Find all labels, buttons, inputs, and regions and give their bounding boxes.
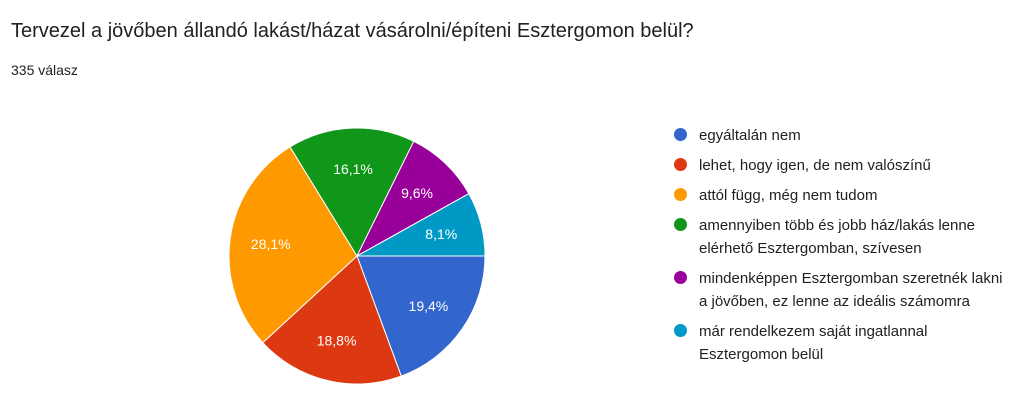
legend-swatch-icon [674,218,687,231]
question-title: Tervezel a jövőben állandó lakást/házat … [11,20,694,42]
legend-label: lehet, hogy igen, de nem valószínű [699,157,931,174]
pie-slice[interactable] [262,255,402,385]
legend-label: mindenképpen Esztergomban szeretnék lakn… [699,270,1003,310]
response-count: 335 válasz [11,62,78,78]
legend-label: egyáltalán nem [699,127,801,144]
legend-swatch-icon [674,324,687,337]
slice-value-label: 9,6% [401,185,433,201]
pie-slice[interactable] [289,127,415,258]
legend-item[interactable]: amennyiben több és jobb ház/lakás lenne … [674,214,1014,260]
legend-label: amennyiben több és jobb ház/lakás lenne … [699,217,976,257]
legend-swatch-icon [674,158,687,171]
legend-swatch-icon [674,271,687,284]
slice-value-label: 8,1% [425,226,457,242]
legend-label: már rendelkezem saját ingatlannal Eszter… [699,323,928,363]
legend-label: attól függ, még nem tudom [699,187,878,204]
slice-value-label: 28,1% [251,236,291,252]
pie-slice[interactable] [355,140,470,258]
legend-item[interactable]: egyáltalán nem [674,124,1014,147]
pie-slice[interactable] [355,193,486,257]
legend-item[interactable]: lehet, hogy igen, de nem valószínű [674,154,1014,177]
legend-swatch-icon [674,128,687,141]
legend-swatch-icon [674,188,687,201]
pie-slice[interactable] [356,255,486,377]
legend-item[interactable]: attól függ, még nem tudom [674,184,1014,207]
slice-value-label: 19,4% [409,298,449,314]
chart-legend: egyáltalán nem lehet, hogy igen, de nem v… [674,124,1014,373]
legend-item[interactable]: már rendelkezem saját ingatlannal Eszter… [674,320,1014,366]
pie-slice[interactable] [228,146,358,344]
legend-item[interactable]: mindenképpen Esztergomban szeretnék lakn… [674,267,1014,313]
slice-value-label: 18,8% [317,333,357,349]
slice-value-label: 16,1% [333,161,373,177]
